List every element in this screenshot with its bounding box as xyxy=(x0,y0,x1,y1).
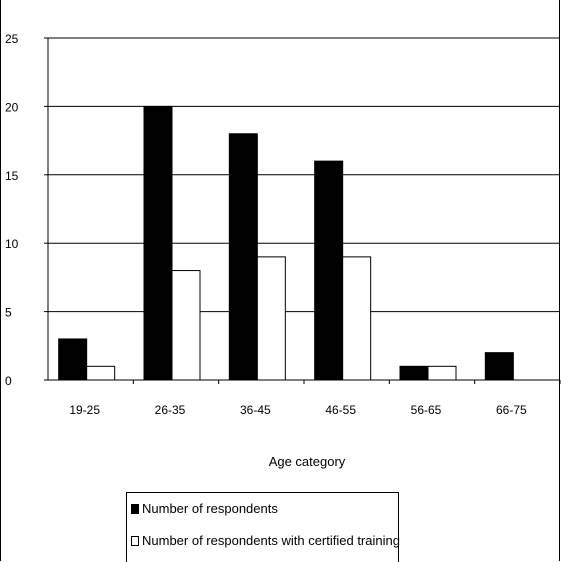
bar-certified xyxy=(171,270,201,381)
y-tick-label: 25 xyxy=(5,32,19,46)
legend-swatch-white xyxy=(131,535,139,546)
bar-certified xyxy=(86,365,116,381)
legend-item-respondents: Number of respondents xyxy=(131,501,278,516)
y-tick-label: 15 xyxy=(5,169,19,183)
legend-label-respondents: Number of respondents xyxy=(142,501,278,516)
legend: Number of respondents Number of responde… xyxy=(126,492,400,562)
bar-respondents xyxy=(58,338,88,381)
x-tick-label: 19-25 xyxy=(69,403,100,417)
x-tick-label: 56-65 xyxy=(411,403,442,417)
y-tick-label: 0 xyxy=(5,374,12,388)
y-tick-label: 5 xyxy=(5,306,12,320)
legend-item-certified: Number of respondents with certified tra… xyxy=(131,533,400,548)
legend-swatch-black xyxy=(131,503,139,514)
y-tick-label: 10 xyxy=(5,237,19,251)
bar-certified xyxy=(427,365,457,381)
bar-chart: 0 5 10 15 20 25 19-25 26-35 36-45 46-55 56-65 66-75… xyxy=(5,32,561,469)
bar-respondents xyxy=(314,160,344,381)
gridlines xyxy=(48,37,560,313)
bar-respondents xyxy=(228,133,258,381)
bar-certified xyxy=(342,256,372,381)
bar-certified xyxy=(256,256,286,381)
x-tick-label: 66-75 xyxy=(496,403,527,417)
bar-respondents xyxy=(399,365,429,381)
axes: 0 5 10 15 20 25 19-25 26-35 36-45 46-55 56-65 66-75 xyxy=(5,32,561,417)
x-axis-title: Age category xyxy=(269,454,346,469)
bars xyxy=(58,105,514,381)
x-tick-label: 46-55 xyxy=(325,403,356,417)
y-tick-label: 20 xyxy=(5,100,19,114)
x-tick-label: 26-35 xyxy=(155,403,186,417)
legend-label-certified: Number of respondents with certified tra… xyxy=(142,533,400,548)
bar-respondents xyxy=(484,352,514,381)
x-tick-label: 36-45 xyxy=(240,403,271,417)
bar-respondents xyxy=(143,105,173,381)
